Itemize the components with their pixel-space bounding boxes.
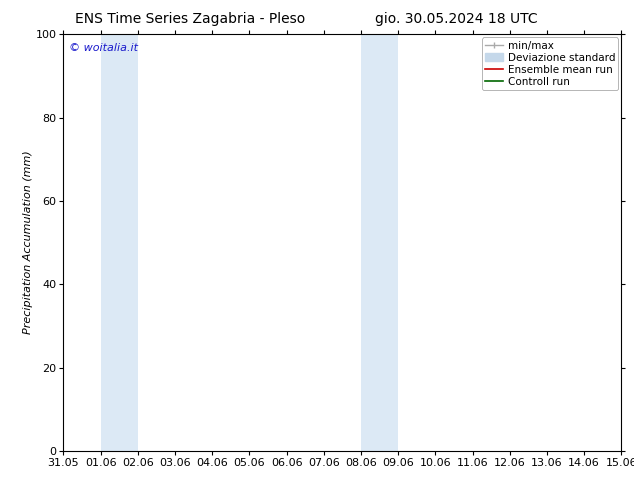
Bar: [361, 34, 398, 451]
Y-axis label: Precipitation Accumulation (mm): Precipitation Accumulation (mm): [23, 151, 33, 334]
Text: ENS Time Series Zagabria - Pleso: ENS Time Series Zagabria - Pleso: [75, 12, 306, 26]
Text: gio. 30.05.2024 18 UTC: gio. 30.05.2024 18 UTC: [375, 12, 538, 26]
Text: © woitalia.it: © woitalia.it: [69, 43, 138, 52]
Bar: [101, 34, 138, 451]
Bar: [621, 34, 634, 451]
Legend: min/max, Deviazione standard, Ensemble mean run, Controll run: min/max, Deviazione standard, Ensemble m…: [482, 37, 618, 90]
